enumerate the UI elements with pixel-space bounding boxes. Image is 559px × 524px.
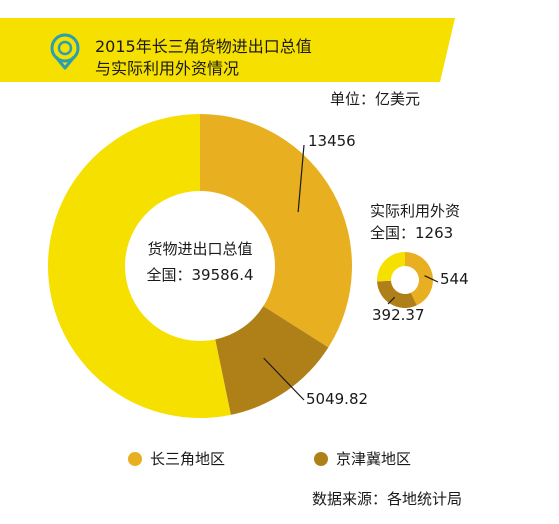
- title-line-1: 2015年长三角货物进出口总值: [95, 37, 312, 56]
- fdi-total-label: 全国：1263: [370, 224, 454, 242]
- unit-label: 单位：亿美元: [330, 90, 421, 108]
- legend-item-jjj: 京津冀地区: [314, 448, 411, 469]
- location-pin-icon: [50, 33, 80, 70]
- fdi-title: 实际利用外资 全国：1263: [370, 200, 460, 244]
- fdi-donut-chart: [377, 252, 433, 308]
- data-source-note: 数据来源：各地统计局: [312, 490, 463, 508]
- fdi-slice-yrd: [405, 252, 433, 306]
- label-leader-lines: [263, 144, 439, 401]
- trade-center-total: 全国：39586.4: [146, 266, 254, 284]
- legend-swatch-jjj: [314, 451, 328, 466]
- fdi-slice-jjj: [377, 280, 417, 308]
- fdi-yrd-value-label: 544: [440, 270, 469, 288]
- trade-jjj-leader: [263, 357, 305, 401]
- fdi-yrd-leader: [424, 275, 439, 283]
- trade-slice-jjj: [215, 306, 329, 415]
- title-line-2: 与实际利用外资情况: [95, 59, 240, 78]
- trade-yrd-leader: [297, 144, 305, 213]
- fdi-jjj-leader: [387, 296, 396, 305]
- trade-jjj-value-label: 5049.82: [306, 390, 369, 408]
- trade-yrd-value-label: 13456: [308, 132, 356, 150]
- fdi-slice-rest-of-country: [377, 252, 405, 282]
- legend-label-yrd: 长三角地区: [150, 450, 226, 468]
- fdi-jjj-value-label: 392.37: [372, 306, 425, 324]
- trade-donut-chart: [48, 114, 353, 418]
- trade-slice-yrd: [200, 114, 353, 348]
- trade-center-title: 货物进出口总值: [147, 240, 253, 258]
- header-band: [0, 18, 455, 82]
- chart-title: 2015年长三角货物进出口总值 与实际利用外资情况: [95, 36, 312, 80]
- trade-slice-rest-of-country: [48, 114, 231, 418]
- fdi-title-text: 实际利用外资: [370, 202, 461, 220]
- legend-swatch-yrd: [128, 451, 142, 466]
- legend-item-yrd: 长三角地区: [128, 448, 225, 469]
- legend-label-jjj: 京津冀地区: [336, 450, 412, 468]
